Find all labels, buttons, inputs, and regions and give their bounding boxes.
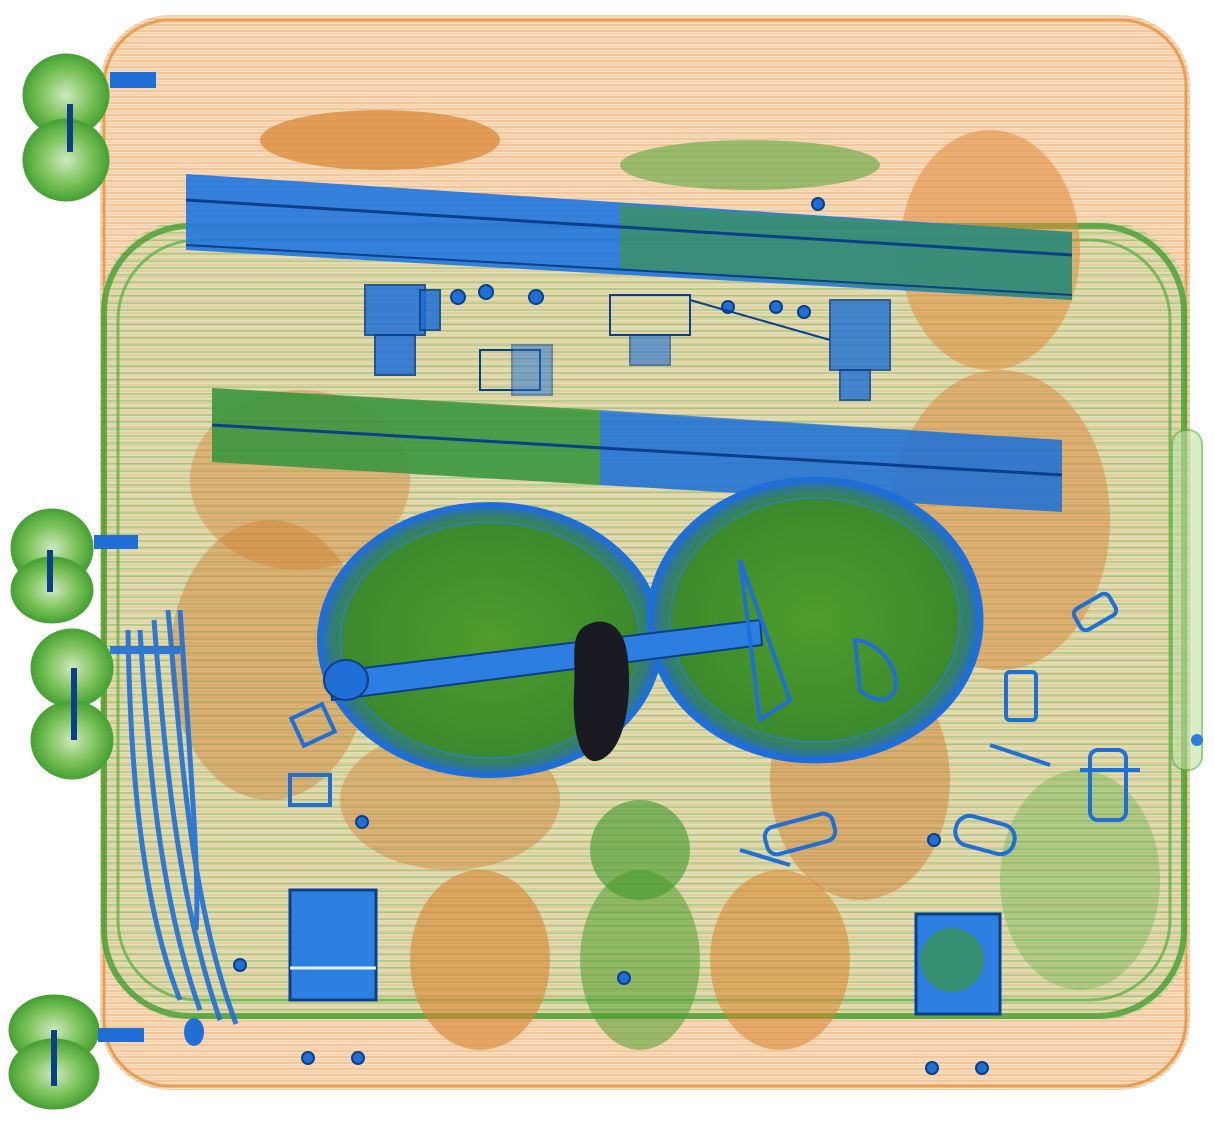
side-handle-right [1171,429,1203,771]
bottom-plate-right [914,912,1002,1016]
wheel-bottom-left [8,994,204,1110]
rivets [233,197,989,1075]
telescoping-handle [110,609,239,1025]
disc-right [646,476,984,764]
wheel-mid-left [10,508,138,624]
opaque-dense-object [573,621,630,762]
bottom-plate-left [288,888,378,1002]
wheel-lower-left [30,628,114,780]
metal-rail-top [185,174,1073,300]
wheel-top-left [22,53,156,202]
mechanism-cluster [364,284,891,401]
axle-bar [323,618,764,702]
misc-hardware [288,559,1140,867]
